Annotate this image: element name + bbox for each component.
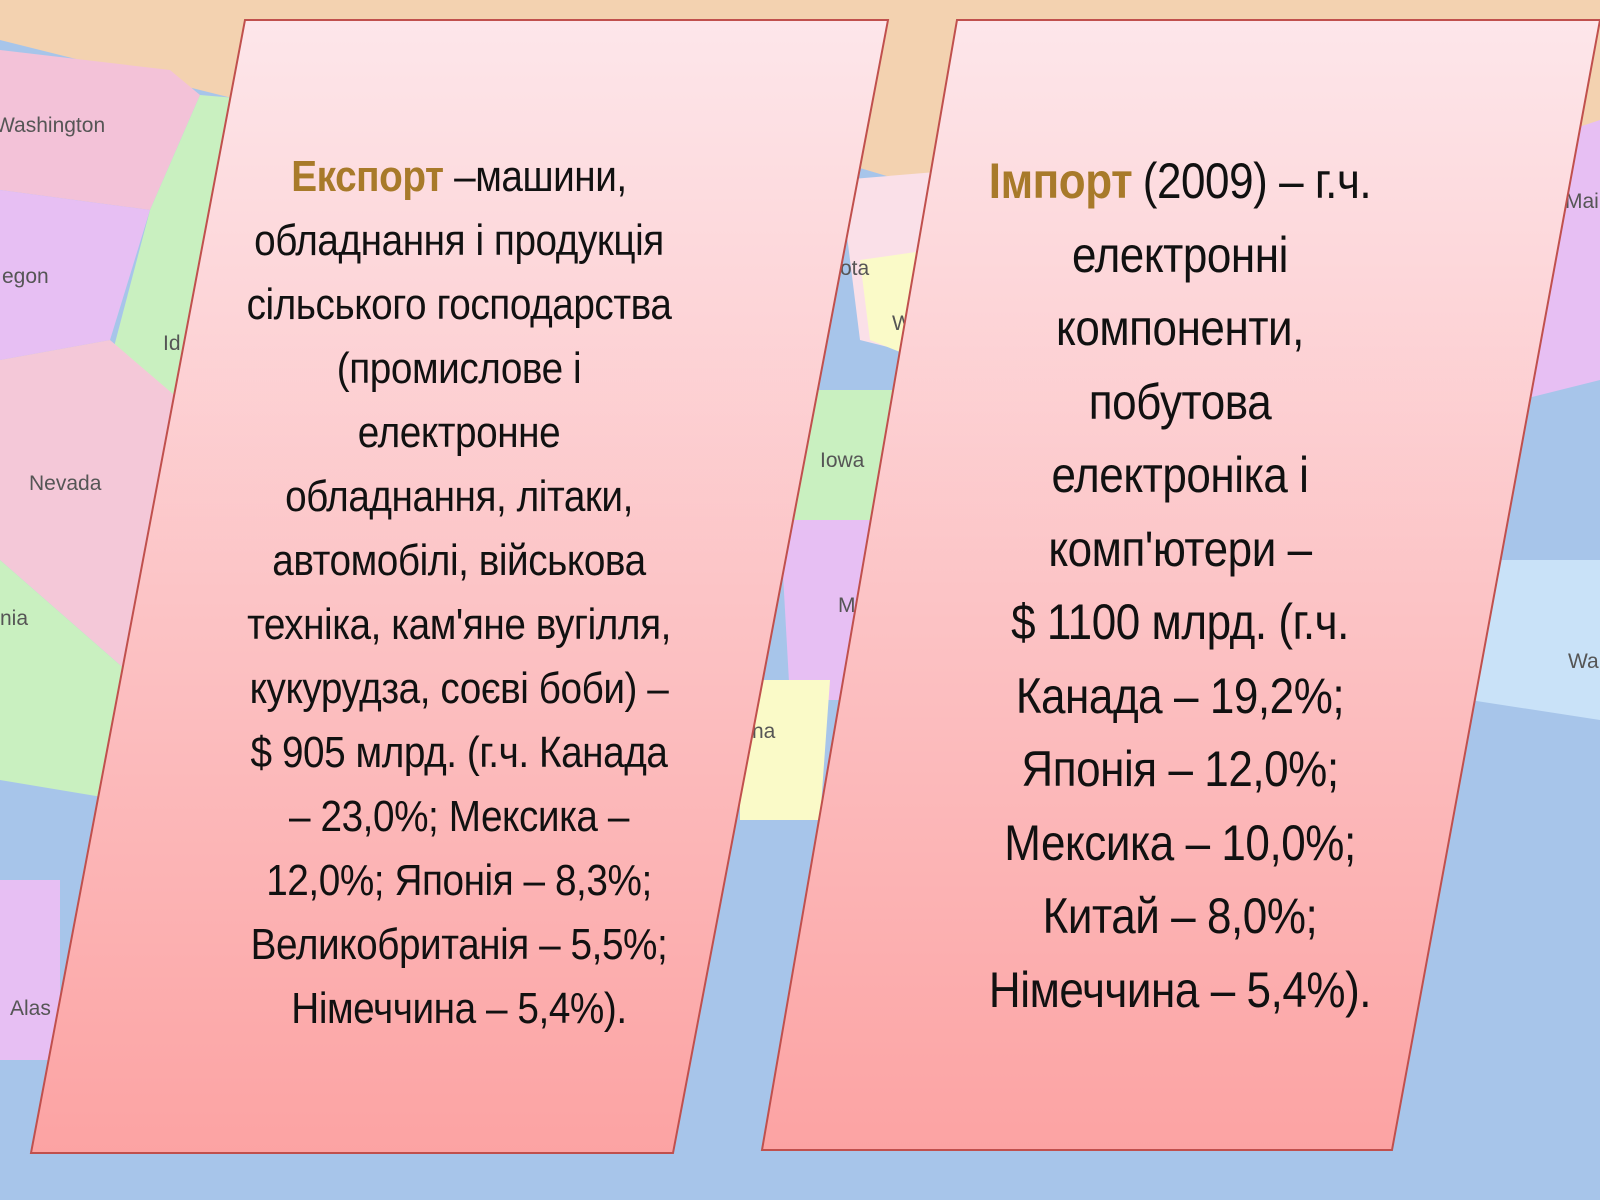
map-label: nia	[0, 607, 28, 630]
line-text: Великобританія – 5,5%;	[250, 920, 668, 969]
keyword: Експорт	[291, 152, 444, 201]
text-line: комп'ютери –	[989, 513, 1371, 587]
map-label: Iowa	[820, 449, 865, 472]
map-label: na	[752, 720, 776, 743]
text-line: $ 905 млрд. (г.ч. Канада	[247, 721, 672, 785]
line-text: $ 905 млрд. (г.ч. Канада	[250, 728, 668, 777]
text-line: компоненти,	[989, 292, 1371, 366]
text-line: кукурудза, соєві боби) –	[247, 657, 672, 721]
line-text: $ 1100 млрд. (г.ч.	[1011, 594, 1349, 650]
state	[0, 50, 200, 210]
line-text: Японія – 12,0%;	[1021, 741, 1339, 797]
line-text: 12,0%; Японія – 8,3%;	[266, 856, 652, 905]
line-text: сільського господарства	[246, 280, 672, 329]
export-panel	[29, 19, 890, 1154]
line-text: електронне	[357, 408, 561, 457]
text-line: електронні	[989, 219, 1371, 293]
text-line: сільського господарства	[247, 273, 672, 337]
export-text: Експорт –машини, обладнання і продукція сіл…	[218, 145, 701, 1041]
line-text: обладнання і продукція	[254, 216, 664, 265]
text-line: Німеччина – 5,4%).	[988, 954, 1372, 1028]
map-label: Nevada	[29, 472, 102, 495]
text-line: Великобританія – 5,5%;	[247, 913, 672, 977]
line-text: компоненти,	[1056, 300, 1304, 356]
line-text: – 23,0%; Мексика –	[289, 792, 629, 841]
line-text: Німеччина – 5,4%).	[988, 961, 1372, 1018]
text-line: побутова	[989, 366, 1371, 440]
text-line: електроніка і	[989, 439, 1371, 513]
text-line: Мексика – 10,0%;	[989, 807, 1371, 881]
line-text: –машини,	[454, 152, 627, 201]
text-line: Канада – 19,2%;	[989, 660, 1371, 734]
text-line: $ 1100 млрд. (г.ч.	[989, 586, 1371, 660]
text-line: Німеччина – 5,4%).	[247, 977, 672, 1041]
sea	[1470, 560, 1600, 720]
map-label: Mai	[1565, 190, 1599, 213]
text-line: Експорт –машини,	[247, 145, 672, 209]
text-line: 12,0%; Японія – 8,3%;	[247, 849, 672, 913]
text-line: – 23,0%; Мексика –	[247, 785, 672, 849]
state	[0, 880, 60, 1060]
line-text: побутова	[1088, 373, 1272, 430]
line-text: Мексика – 10,0%;	[1004, 814, 1356, 871]
text-line: техніка, кам'яне вугілля,	[247, 593, 672, 657]
map-label: Wa	[1568, 650, 1599, 673]
text-line: Імпорт (2009) – г.ч.	[988, 145, 1372, 219]
line-text: автомобілі, військова	[272, 536, 646, 585]
line-text: техніка, кам'яне вугілля,	[247, 600, 671, 649]
state	[790, 390, 900, 520]
line-text: комп'ютери –	[1048, 520, 1312, 577]
line-text: Німеччина – 5,4%).	[291, 984, 627, 1033]
line-text: електронні	[1072, 226, 1288, 283]
line-text: (2009) – г.ч.	[1142, 153, 1372, 209]
map-label: Id	[163, 332, 181, 355]
text-line: (промислове і	[247, 337, 672, 401]
map-label: ota	[840, 257, 870, 280]
line-text: (промислове і	[336, 344, 582, 393]
text-line: електронне	[247, 401, 672, 465]
import-panel	[760, 19, 1600, 1151]
text-line: обладнання, літаки,	[247, 465, 672, 529]
text-line: обладнання і продукція	[247, 209, 672, 273]
text-line: автомобілі, військова	[247, 529, 672, 593]
state	[740, 680, 830, 820]
line-text: електроніка і	[1051, 447, 1309, 503]
text-line: Китай – 8,0%;	[989, 880, 1371, 954]
text-line: Японія – 12,0%;	[989, 733, 1371, 807]
line-text: Китай – 8,0%;	[1042, 888, 1318, 944]
keyword: Імпорт	[988, 153, 1133, 209]
state	[0, 190, 150, 360]
map-label: Alas	[10, 997, 51, 1020]
line-text: Канада – 19,2%;	[1015, 667, 1345, 724]
map-label: egon	[2, 265, 49, 288]
line-text: кукурудза, соєві боби) –	[249, 664, 669, 713]
import-text: Імпорт (2009) – г.ч. електронні компоненти,…	[963, 145, 1398, 1027]
line-text: обладнання, літаки,	[285, 472, 633, 521]
map-label: Washington	[0, 114, 105, 137]
